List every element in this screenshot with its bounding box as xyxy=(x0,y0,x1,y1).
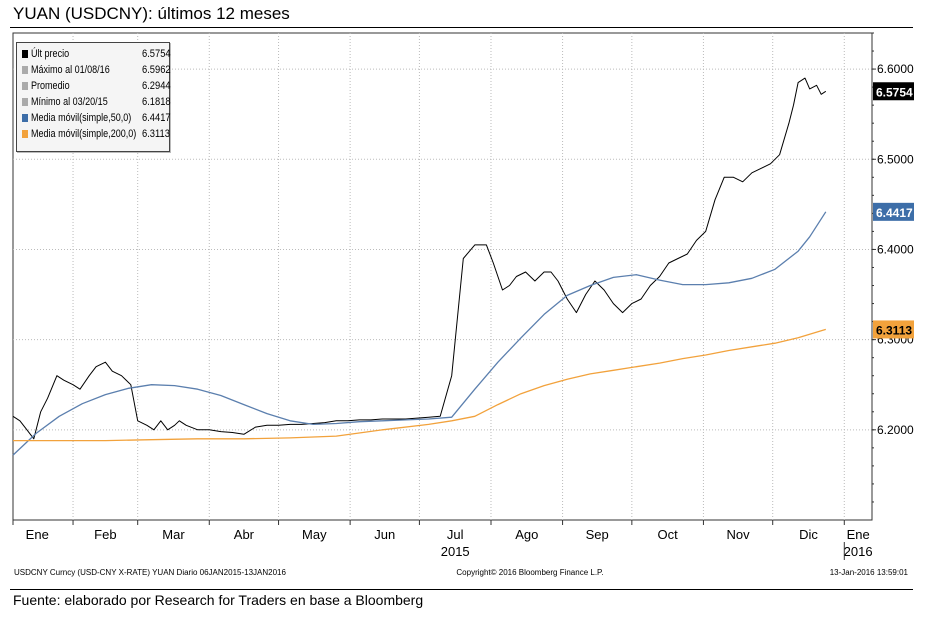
x-month-label: Abr xyxy=(234,527,255,542)
legend-value: 6.3113 xyxy=(142,128,170,140)
x-month-label: Mar xyxy=(162,527,185,542)
legend-value: 6.5754 xyxy=(142,48,171,60)
y-tick-label: 6.5000 xyxy=(877,152,914,166)
x-month-label: Oct xyxy=(658,527,679,542)
legend-value: 6.2944 xyxy=(142,80,171,92)
x-month-label: Ene xyxy=(847,527,870,542)
legend-swatch-icon xyxy=(22,82,28,90)
legend-item-min: Mínimo al 03/20/15 6.1818 xyxy=(17,94,171,110)
price-label-box xyxy=(873,320,914,339)
x-month-label: May xyxy=(302,527,327,542)
legend-swatch-icon xyxy=(22,98,28,106)
x-month-label: Feb xyxy=(94,527,116,542)
x-month-label: Nov xyxy=(727,527,751,542)
bottom-rule xyxy=(10,589,913,590)
legend-label: Promedio xyxy=(31,80,70,92)
legend-label: Mínimo al 03/20/15 xyxy=(31,96,108,108)
legend-value: 6.5962 xyxy=(142,64,171,76)
x-year-label: 2015 xyxy=(441,544,470,559)
legend-value: 6.4417 xyxy=(142,112,171,124)
y-tick-label: 6.4000 xyxy=(877,242,914,256)
x-month-label: Dic xyxy=(799,527,818,542)
legend-label: Máximo al 01/08/16 xyxy=(31,64,110,76)
legend-item-last-price: Últ precio 6.5754 xyxy=(17,46,171,62)
price-label-box xyxy=(873,202,914,221)
legend-item-average: Promedio 6.2944 xyxy=(17,78,171,94)
legend-label: Media móvil(simple,200,0) xyxy=(31,128,137,140)
legend-label: Últ precio xyxy=(31,48,70,60)
legend-value: 6.1818 xyxy=(142,96,171,108)
price-label-text: 6.4417 xyxy=(876,206,913,220)
x-year-label: 2016 xyxy=(844,544,873,559)
legend-swatch-icon xyxy=(22,50,28,58)
price-label-text: 6.3113 xyxy=(876,323,912,337)
legend-item-sma50: Media móvil(simple,50,0) 6.4417 xyxy=(17,110,171,126)
x-month-label: Sep xyxy=(586,527,609,542)
legend-swatch-icon xyxy=(22,114,28,122)
y-tick-label: 6.6000 xyxy=(877,62,914,76)
top-rule xyxy=(10,27,913,28)
sma200-series xyxy=(13,328,826,442)
page-title: YUAN (USDCNY): últimos 12 meses xyxy=(13,4,290,23)
legend-swatch-icon xyxy=(22,130,28,138)
chart-copyright: Copyright© 2016 Bloomberg Finance L.P. xyxy=(456,568,603,577)
x-month-label: Jun xyxy=(374,527,395,542)
price-label-text: 6.5754 xyxy=(876,85,913,99)
legend-item-max: Máximo al 01/08/16 6.5962 xyxy=(17,62,171,78)
price-label-box xyxy=(873,82,914,101)
chart-timestamp: 13-Jan-2016 13:59:01 xyxy=(830,568,909,577)
legend-swatch-icon xyxy=(22,66,28,74)
last-price-series xyxy=(12,77,827,440)
sma50-series xyxy=(12,211,827,456)
chart-legend: Últ precio 6.5754 Máximo al 01/08/16 6.5… xyxy=(16,42,171,152)
x-month-label: Ago xyxy=(515,527,538,542)
legend-label: Media móvil(simple,50,0) xyxy=(31,112,132,124)
x-month-label: Jul xyxy=(447,527,464,542)
chart-source-caption: USDCNY Curncy (USD-CNY X-RATE) YUAN Diar… xyxy=(14,568,286,577)
legend-item-sma200: Media móvil(simple,200,0) 6.3113 xyxy=(17,126,170,142)
y-tick-label: 6.2000 xyxy=(877,423,914,437)
footer-note: Fuente: elaborado por Research for Trade… xyxy=(13,592,424,608)
x-month-label: Ene xyxy=(26,527,49,542)
